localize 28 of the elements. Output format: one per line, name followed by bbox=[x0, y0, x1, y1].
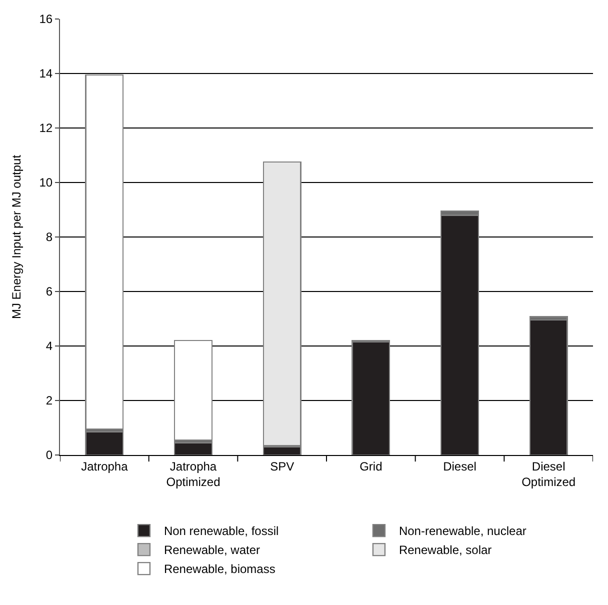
y-tick-label: 16 bbox=[39, 12, 53, 26]
y-axis-title: MJ Energy Input per MJ output bbox=[10, 154, 24, 320]
bar bbox=[85, 431, 124, 455]
legend-label: Renewable, solar bbox=[398, 543, 492, 558]
y-tick-label: 14 bbox=[39, 66, 53, 81]
x-tick-label: Diesel Optimized bbox=[522, 459, 576, 489]
x-tick-label: Jatropha bbox=[81, 459, 128, 474]
y-tick-label: 0 bbox=[46, 448, 53, 462]
y-tick-label: 12 bbox=[39, 121, 53, 136]
bar bbox=[174, 340, 213, 441]
y-tick-label: 6 bbox=[46, 284, 53, 299]
legend-label: Non-renewable, nuclear bbox=[398, 524, 526, 538]
legend-label: Non renewable, fossil bbox=[164, 524, 279, 538]
x-tick-label: Diesel bbox=[443, 459, 476, 474]
bar bbox=[440, 214, 480, 455]
bar bbox=[529, 320, 568, 455]
y-tick-label: 4 bbox=[46, 339, 53, 354]
x-tick-label: SPV bbox=[270, 459, 294, 474]
legend-label: Renewable, water bbox=[164, 543, 260, 558]
y-tick-label: 8 bbox=[46, 230, 53, 244]
x-tick-label: Grid bbox=[360, 459, 382, 474]
bar bbox=[85, 74, 124, 430]
legend-label: Renewable, biomass bbox=[164, 562, 276, 576]
y-tick-label: 10 bbox=[39, 176, 53, 190]
y-tick-label: 2 bbox=[46, 394, 53, 408]
x-tick-label: Jatropha Optimized bbox=[166, 459, 220, 489]
bar bbox=[352, 341, 390, 455]
bar bbox=[174, 442, 213, 455]
